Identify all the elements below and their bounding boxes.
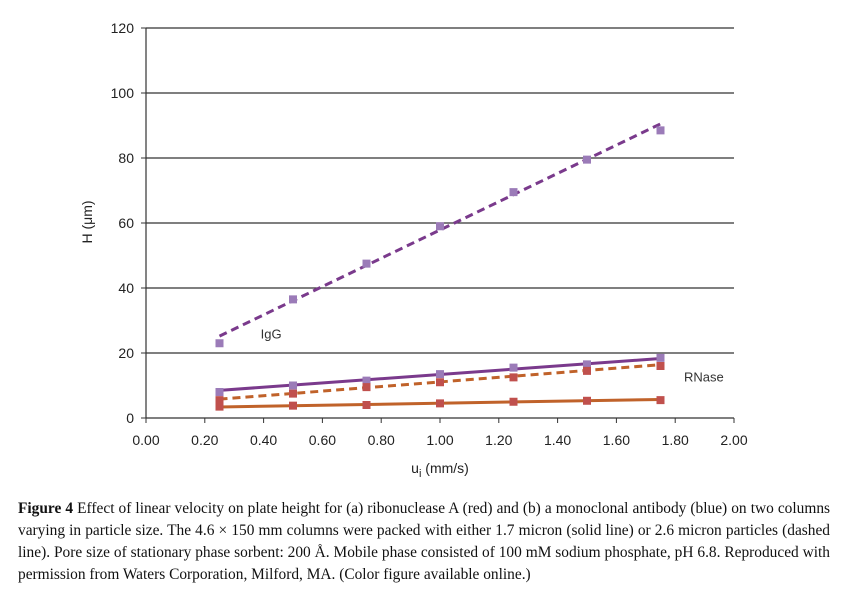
data-point-igg-solid	[289, 381, 297, 390]
y-tick-label: 0	[126, 410, 134, 426]
x-tick-label: 1.00	[426, 432, 453, 448]
x-tick-label: 1.20	[485, 432, 512, 448]
x-tick-label: 0.40	[250, 432, 277, 448]
data-point-rnase-solid	[656, 396, 665, 405]
data-point-igg-dashed	[362, 259, 371, 268]
data-point-rnase-solid	[362, 401, 371, 409]
data-point-igg-solid	[362, 376, 371, 385]
y-tick-label: 80	[118, 150, 134, 166]
y-tick-label: 40	[118, 280, 134, 296]
data-point-igg-dashed	[289, 295, 297, 304]
x-tick-label: 2.00	[720, 432, 747, 448]
data-point-igg-solid	[215, 388, 224, 396]
y-axis-title: H (μm)	[79, 200, 95, 243]
data-point-igg-dashed	[656, 126, 665, 135]
annotation-rnase: RNase	[684, 370, 724, 385]
y-tick-labels: 0 20 40 60 80 100 120	[111, 20, 135, 426]
x-tick-label: 1.60	[603, 432, 630, 448]
y-tick-label: 20	[118, 345, 134, 361]
data-point-rnase-solid	[583, 396, 591, 405]
y-tick-label: 120	[111, 20, 135, 36]
data-point-rnase-dashed	[583, 366, 591, 375]
y-tick-label: 60	[118, 215, 134, 231]
data-point-igg-dashed	[215, 339, 224, 348]
data-point-igg-solid	[656, 353, 665, 362]
data-point-igg-dashed	[436, 222, 444, 231]
data-point-rnase-dashed	[362, 383, 371, 392]
axes	[141, 27, 735, 423]
plate-height-chart: 0 20 40 60 80 100 120 0.00 0.20 0.40 0.60 0.80 1.00…	[79, 20, 748, 480]
data-point-rnase-solid	[436, 399, 444, 408]
series-annotations: IgG RNase	[261, 326, 724, 384]
x-tick-label: 0.80	[368, 432, 395, 448]
figure-caption-text: Effect of linear velocity on plate heigh…	[18, 500, 830, 583]
grid-lines	[146, 27, 734, 354]
data-point-rnase-solid	[509, 397, 518, 406]
data-point-rnase-dashed	[289, 389, 297, 398]
x-tick-label: 0.00	[132, 432, 159, 448]
data-point-igg-solid	[509, 363, 518, 372]
x-tick-label: 0.60	[309, 432, 336, 448]
annotation-igg: IgG	[261, 326, 282, 341]
x-tick-labels: 0.00 0.20 0.40 0.60 0.80 1.00 1.20 1.40 1.60 1.80…	[132, 432, 747, 448]
data-point-igg-dashed	[583, 155, 591, 164]
data-point-rnase-solid	[215, 402, 224, 411]
data-point-igg-dashed	[509, 188, 518, 197]
data-point-rnase-dashed	[215, 396, 224, 405]
data-point-igg-solid	[436, 370, 444, 379]
data-point-rnase-dashed	[509, 373, 518, 382]
figure-caption: Figure 4 Effect of linear velocity on pl…	[18, 498, 830, 586]
data-point-rnase-dashed	[656, 362, 665, 370]
x-tick-label: 0.20	[191, 432, 218, 448]
x-tick-label: 1.40	[544, 432, 571, 448]
data-point-rnase-solid	[289, 401, 297, 410]
y-tick-label: 100	[111, 85, 135, 101]
fit-lines	[218, 122, 662, 409]
data-markers	[215, 126, 665, 411]
data-point-igg-solid	[583, 360, 591, 369]
x-tick-label: 1.80	[662, 432, 689, 448]
x-axis-title: ui (mm/s)	[411, 460, 469, 480]
data-point-rnase-dashed	[436, 378, 444, 387]
figure-label: Figure 4	[18, 500, 74, 517]
